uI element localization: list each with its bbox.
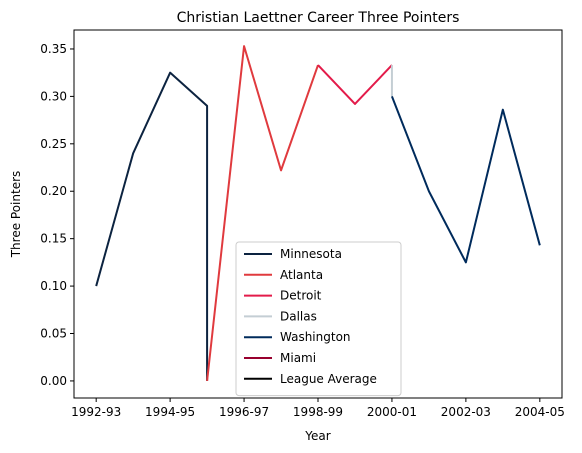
chart-title: Christian Laettner Career Three Pointers [177, 10, 460, 26]
legend-label: Minnesota [280, 247, 342, 261]
y-tick-label: 0.30 [40, 89, 67, 103]
series-line-washington [392, 96, 540, 262]
y-tick-label: 0.20 [40, 184, 67, 198]
legend: Minnesota Atlanta Detroit Dallas Washington M… [236, 242, 401, 396]
legend-label: Miami [280, 351, 316, 365]
x-tick-label: 1992-93 [71, 405, 121, 419]
legend-label: League Average [280, 372, 377, 386]
series-line-minnesota [96, 73, 207, 381]
y-tick-label: 0.00 [40, 374, 67, 388]
y-tick-label: 0.05 [40, 327, 67, 341]
series-line-detroit [318, 65, 392, 104]
y-tick-label: 0.15 [40, 232, 67, 246]
legend-label: Washington [280, 330, 351, 344]
x-tick-label: 2000-01 [367, 405, 417, 419]
x-tick-label: 2002-03 [441, 405, 491, 419]
x-tick-label: 1996-97 [219, 405, 269, 419]
legend-label: Atlanta [280, 268, 323, 282]
y-tick-label: 0.35 [40, 42, 67, 56]
legend-label: Detroit [280, 289, 322, 303]
y-axis-title: Three Pointers [9, 171, 23, 259]
y-tick-label: 0.10 [40, 279, 67, 293]
legend-label: Dallas [280, 309, 317, 323]
x-tick-label: 1994-95 [145, 405, 195, 419]
x-tick-label: 2004-05 [515, 405, 565, 419]
y-tick-label: 0.25 [40, 137, 67, 151]
x-tick-label: 1998-99 [293, 405, 343, 419]
x-axis-title: Year [304, 429, 330, 443]
